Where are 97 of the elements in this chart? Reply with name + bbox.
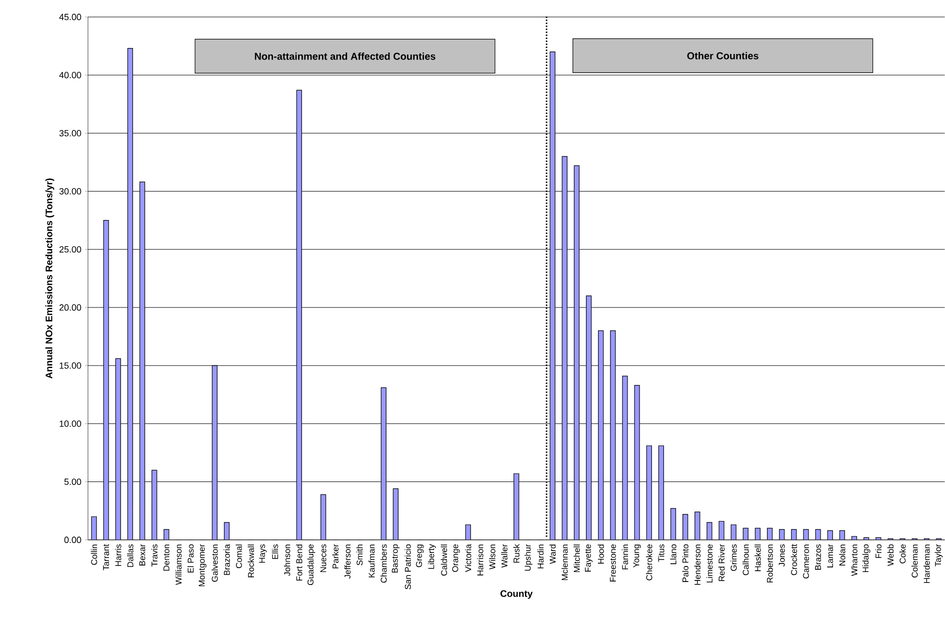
x-tick-label: Robertson (766, 544, 773, 582)
x-tick-label: Frio (875, 544, 882, 558)
x-tick-label: Cameron (802, 544, 809, 578)
bar (598, 330, 604, 540)
x-tick-label: San Patricio (404, 544, 411, 590)
y-tick-label: 35.00 (59, 130, 82, 136)
x-tick-label: Wilson (489, 544, 496, 570)
x-tick-label: Cherokee (646, 544, 652, 580)
x-tick-label: Travis (151, 544, 158, 567)
x-tick-label: Red River (718, 544, 725, 582)
x-tick-label: Fayette (584, 544, 593, 572)
x-tick-label: Nueces (320, 544, 326, 572)
x-tick-label: Comal (236, 544, 242, 568)
x-tick-label: Caldwell (440, 544, 448, 576)
x-tick-label: Coleman (911, 544, 918, 578)
x-tick-label: Rockwall (248, 544, 254, 578)
bar (586, 296, 592, 540)
x-tick-label: Rusk (513, 544, 520, 563)
x-tick-label: Collin (90, 544, 98, 565)
x-tick-label: Haskell (754, 544, 761, 572)
x-tick-label: Jefferson (344, 544, 351, 579)
y-tick-label: 25.00 (59, 246, 82, 253)
y-tick-label: 10.00 (60, 420, 82, 427)
annotation: Other Counties (687, 52, 758, 60)
x-tick-label: Parker (332, 544, 338, 568)
x-tick-label: Jones (778, 544, 785, 567)
x-tick-label: Young (633, 544, 641, 568)
x-tick-label: Brazoria (224, 544, 230, 575)
bar (380, 387, 386, 540)
x-tick-label: El Paso (187, 544, 194, 573)
bar (103, 220, 109, 540)
x-tick-label: Williamson (175, 544, 182, 586)
x-tick-label: Calhoun (742, 544, 749, 576)
bar (115, 358, 121, 540)
y-tick-label: 30.00 (59, 188, 82, 195)
x-tick-label: Crockett (790, 544, 798, 576)
x-axis-title: County (500, 590, 533, 599)
y-tick-label: 40.00 (59, 72, 82, 78)
x-tick-label: Fannin (622, 544, 628, 570)
bar (296, 90, 302, 540)
x-tick-label: Wharton (851, 544, 858, 576)
x-tick-label: Upshur (524, 544, 532, 571)
x-tick-label: Mitchell (574, 544, 580, 572)
x-tick-label: Nolan (839, 544, 846, 566)
y-tick-label: 0.00 (64, 536, 82, 544)
x-tick-label: Taylor (934, 544, 943, 567)
x-tick-label: Orange (452, 544, 460, 572)
x-tick-label: Bastrop (392, 544, 400, 573)
y-tick-label: 5.00 (64, 478, 82, 486)
x-tick-label: Kaufman (368, 544, 375, 578)
x-tick-label: Gregg (416, 544, 424, 568)
x-tick-label: Lamar (827, 544, 834, 568)
x-tick-label: Tarrant (103, 544, 110, 570)
x-tick-label: Llano (670, 544, 676, 564)
x-tick-label: Smith (356, 544, 363, 566)
x-tick-label: Denton (163, 544, 170, 571)
x-tick-label: Harrison (477, 544, 484, 576)
x-tick-label: Bexar (139, 544, 146, 566)
x-tick-label: Ellis (272, 544, 278, 559)
bar (212, 365, 218, 540)
bar (574, 165, 580, 540)
y-axis-title: Annual NOx Emissions Reductions (Tons/yr) (45, 178, 54, 379)
y-tick-label: 20.00 (59, 304, 82, 311)
x-tick-label: Dallas (127, 544, 134, 567)
x-tick-label: Ward (549, 544, 556, 564)
x-tick-label: Hardin (537, 544, 544, 568)
x-tick-label: Victoria (464, 544, 472, 572)
x-tick-label: Grimes (730, 544, 737, 571)
x-tick-label: Hays (259, 544, 267, 563)
x-tick-label: Liberty (428, 544, 436, 569)
bar (139, 182, 146, 540)
x-tick-label: Fort Bend (296, 544, 302, 581)
annotation: Non-attainment and Affected Counties (254, 52, 436, 60)
bar (127, 48, 134, 540)
x-tick-label: Galveston (212, 544, 218, 582)
x-tick-label: Waller (501, 544, 508, 568)
x-tick-label: Johnson (284, 544, 290, 576)
x-tick-label: Limestone (706, 544, 713, 582)
x-tick-label: Guadalupe (307, 544, 316, 586)
y-tick-label: 45.00 (59, 14, 82, 20)
x-tick-label: Hidalgo (862, 544, 870, 572)
x-tick-label: Chambers (380, 544, 387, 583)
bar (610, 330, 616, 540)
x-tick-label: Brazos (815, 544, 821, 570)
x-tick-label: Palo Pinto (682, 544, 688, 582)
x-tick-label: Hood (598, 544, 604, 564)
x-tick-label: Coke (899, 544, 906, 564)
x-tick-label: Titus (658, 544, 664, 562)
x-tick-label: Montgomer (198, 544, 206, 586)
x-tick-label: Hardeman (924, 544, 930, 583)
x-tick-label: Mclennan (562, 544, 568, 580)
x-tick-label: Webb (887, 544, 894, 566)
x-tick-label: Henderson (694, 544, 700, 585)
x-tick-label: Freestone (610, 544, 616, 582)
bar (562, 156, 568, 540)
x-tick-label: Harris (115, 544, 122, 566)
y-tick-label: 15.00 (60, 362, 82, 369)
